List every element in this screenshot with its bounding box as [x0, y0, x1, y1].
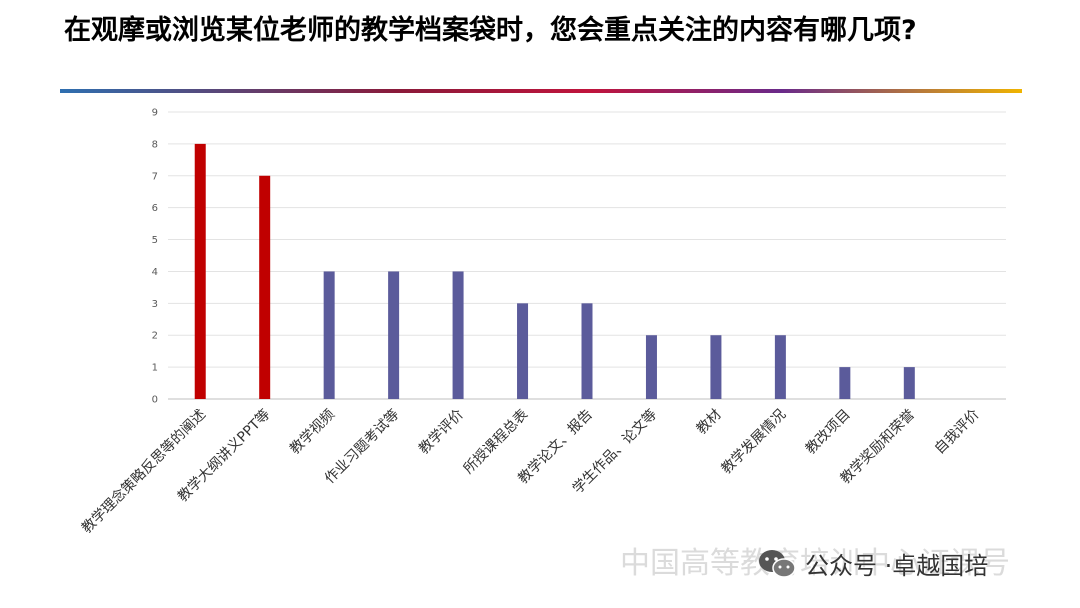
bar: [839, 367, 851, 399]
x-tick-label: 教学视频: [287, 407, 338, 458]
y-tick-label: 6: [152, 203, 158, 214]
y-tick-label: 4: [152, 267, 158, 278]
y-tick-label: 3: [152, 299, 158, 310]
x-tick-label: 教学评价: [416, 407, 467, 458]
bar: [194, 143, 206, 399]
bar: [323, 271, 335, 399]
watermark-text: 中国高等教育培训中心证课号: [620, 546, 1010, 581]
x-tick-label: 所授课程总表: [461, 407, 532, 478]
bar: [645, 335, 657, 399]
title-divider: [60, 89, 1022, 93]
x-tick-label: 自我评价: [932, 407, 983, 458]
y-tick-label: 7: [152, 171, 158, 182]
bar: [517, 303, 529, 399]
wechat-icon: [759, 549, 796, 578]
y-tick-label: 5: [152, 235, 158, 246]
y-tick-label: 8: [152, 139, 158, 150]
bar: [774, 335, 786, 399]
page-title: 在观摩或浏览某位老师的教学档案袋时，您会重点关注的内容有哪几项?: [64, 15, 917, 46]
account-prefix: 公众号 ·: [805, 552, 893, 580]
bar: [388, 271, 400, 399]
bar: [710, 335, 722, 399]
x-tick-label: 教材: [694, 407, 725, 438]
y-tick-label: 0: [152, 395, 158, 406]
bar: [581, 303, 593, 399]
bar: [452, 271, 464, 399]
account-name: 卓越国培: [892, 552, 989, 580]
y-tick-label: 1: [152, 363, 158, 374]
x-tick-label: 教改项目: [803, 407, 854, 458]
x-tick-label: 教学发展情况: [719, 407, 790, 478]
wechat-account: 公众号 · 卓越国培: [757, 546, 988, 581]
y-tick-label: 9: [152, 108, 158, 119]
y-tick-label: 2: [152, 331, 158, 342]
x-tick-label: 教学理念策略反思等的阐述: [78, 406, 209, 537]
bar: [259, 175, 271, 399]
bar: [903, 367, 915, 399]
